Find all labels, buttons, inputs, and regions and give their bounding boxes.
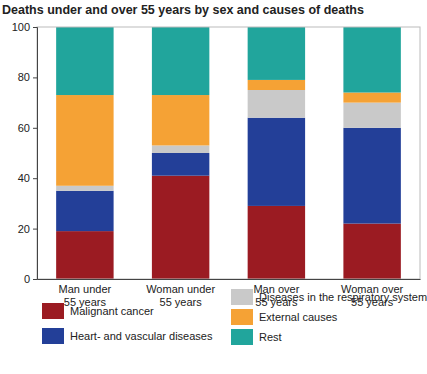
y-tick: 100 (12, 21, 37, 33)
legend-item: Malignant cancer (42, 303, 154, 319)
legend-label: Diseases in the respiratory system (259, 291, 427, 303)
y-tick-mark (33, 178, 37, 179)
bar-segment (56, 231, 113, 279)
legend-swatch (231, 329, 253, 345)
bar-segment (343, 224, 400, 279)
legend-label: External causes (259, 311, 338, 323)
y-tick-label: 80 (18, 71, 30, 83)
y-tick-mark (33, 128, 37, 129)
legend-item: External causes (231, 309, 338, 325)
bar-segment (152, 95, 209, 145)
legend-swatch (42, 328, 64, 344)
y-tick-mark (33, 229, 37, 230)
y-tick-label: 40 (18, 172, 30, 184)
bar-segment (248, 90, 305, 118)
x-axis-line (38, 279, 421, 280)
bar-segment (152, 176, 209, 279)
y-tick-mark (33, 279, 37, 280)
y-tick-label: 100 (12, 21, 30, 33)
plot-frame (37, 27, 420, 279)
bars (56, 27, 401, 279)
bar-segment (56, 95, 113, 186)
legend-item: Rest (231, 329, 282, 345)
y-tick-label: 60 (18, 122, 30, 134)
title: Deaths under and over 55 years by sex an… (2, 3, 364, 17)
bar-segment (152, 153, 209, 176)
bar-segment (56, 27, 113, 95)
bar-segment (56, 191, 113, 231)
legend-label: Malignant cancer (70, 305, 154, 317)
y-tick: 60 (18, 122, 37, 134)
y-tick: 80 (18, 71, 37, 83)
bar-segment (152, 27, 209, 95)
bar-segment (248, 80, 305, 90)
legend-swatch (231, 289, 253, 305)
bar-segment (248, 27, 305, 80)
bar-segment (152, 145, 209, 153)
bar-segment (56, 186, 113, 191)
y-tick-label: 20 (18, 223, 30, 235)
bar-segment (248, 118, 305, 206)
y-axis: 0 20 40 60 80 100 (12, 21, 38, 285)
y-tick-mark (33, 77, 37, 78)
bar-segment (343, 103, 400, 128)
legend-swatch (42, 303, 64, 319)
y-tick: 40 (18, 172, 37, 184)
x-tick: Man under55 years (59, 279, 112, 308)
y-tick: 20 (18, 223, 37, 235)
legend: Malignant cancer Heart- and vascular dise… (42, 289, 427, 345)
legend-item: Heart- and vascular diseases (42, 328, 213, 344)
legend-item: Diseases in the respiratory system (231, 289, 427, 305)
y-tick-label: 0 (24, 273, 30, 285)
legend-label: Heart- and vascular diseases (70, 330, 213, 342)
legend-label: Rest (259, 331, 282, 343)
y-axis-line (33, 28, 38, 280)
bar-segment (343, 27, 400, 93)
bar-segment (248, 206, 305, 279)
legend-swatch (231, 309, 253, 325)
x-tick: Woman under55 years (146, 279, 215, 308)
y-tick-mark (33, 27, 37, 28)
y-tick: 0 (24, 273, 37, 285)
bar-segment (343, 93, 400, 103)
bar-segment (343, 128, 400, 224)
x-tick-label: Woman under55 years (146, 283, 215, 308)
chart: Deaths under and over 55 years by sex an… (0, 0, 427, 374)
